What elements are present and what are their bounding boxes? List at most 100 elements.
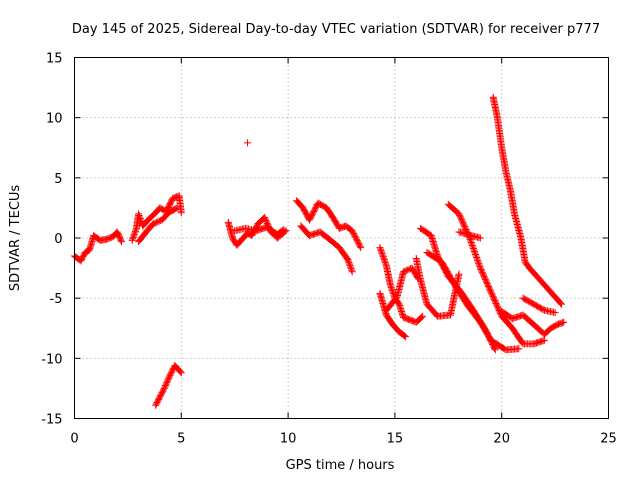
data-marker	[378, 250, 386, 258]
data-marker	[177, 369, 185, 377]
data-marker	[557, 299, 565, 307]
y-tick-label: -15	[41, 413, 62, 428]
data-marker	[558, 300, 566, 308]
data-marker	[131, 229, 139, 237]
data-marker	[402, 333, 410, 341]
data-marker	[154, 218, 162, 226]
data-marker	[472, 251, 480, 259]
data-marker	[515, 345, 523, 353]
series-seg_f	[231, 223, 288, 238]
grid	[74, 57, 609, 419]
data-marker	[131, 227, 139, 235]
data-marker	[347, 263, 355, 271]
data-marker	[381, 257, 389, 265]
data-marker	[165, 373, 173, 381]
data-marker	[560, 318, 568, 326]
y-tick-label: 15	[46, 52, 63, 67]
data-marker	[279, 226, 287, 234]
data-marker	[163, 377, 171, 385]
y-axis-label: SDTVAR / TECUs	[8, 185, 23, 292]
data-marker	[129, 235, 137, 243]
data-marker	[475, 260, 483, 268]
data-marker	[130, 232, 138, 240]
y-tick-label: -10	[41, 352, 62, 367]
data-marker	[476, 263, 484, 271]
series-seg_l	[412, 254, 463, 320]
data-marker	[376, 244, 384, 252]
x-tick-label: 25	[600, 432, 617, 447]
data-marker	[261, 215, 269, 223]
data-marker	[346, 260, 354, 268]
series-seg_d	[152, 362, 185, 409]
data-marker	[117, 236, 125, 244]
data-marker	[382, 260, 390, 268]
series-seg_outlier	[244, 139, 252, 147]
data-marker	[135, 211, 143, 219]
data-marker	[387, 284, 395, 292]
data-marker	[380, 256, 388, 264]
data-marker	[155, 217, 163, 225]
data-marker	[280, 226, 288, 234]
data-marker	[346, 262, 354, 270]
data-marker	[136, 214, 144, 222]
data-marker	[539, 305, 547, 313]
data-marker	[540, 336, 548, 344]
data-marker	[473, 254, 481, 262]
x-tick-label: 10	[280, 432, 297, 447]
data-marker	[476, 234, 484, 242]
data-marker	[376, 245, 384, 253]
data-marker	[378, 248, 386, 256]
data-marker	[469, 245, 477, 253]
y-tick-label: 5	[54, 172, 62, 187]
data-marker	[381, 259, 389, 267]
series-seg_s	[519, 294, 559, 317]
data-marker	[455, 270, 463, 278]
data-marker	[377, 247, 385, 255]
data-marker	[470, 248, 478, 256]
data-marker	[244, 139, 252, 147]
data-marker	[551, 309, 559, 317]
series-seg_r	[498, 307, 568, 338]
series-seg_g	[293, 197, 365, 252]
data-marker	[348, 266, 356, 274]
data-marker	[173, 204, 181, 212]
series-seg_i	[376, 244, 427, 326]
y-tick-label: 10	[46, 112, 63, 127]
data-marker	[380, 254, 388, 262]
data-marker	[468, 242, 476, 250]
data-marker	[130, 230, 138, 238]
data-marker	[388, 287, 396, 295]
data-marker	[356, 242, 364, 250]
data-marker	[401, 267, 409, 275]
data-marker	[418, 313, 426, 321]
x-tick-label: 5	[177, 432, 185, 447]
data-marker	[129, 233, 137, 241]
data-marker	[161, 383, 169, 391]
data-marker	[172, 205, 180, 213]
data-marker	[379, 253, 387, 261]
series-seg_j	[376, 289, 410, 341]
x-tick-label: 15	[387, 432, 404, 447]
data-marker	[472, 252, 480, 260]
data-marker	[491, 346, 499, 354]
data-marker	[177, 209, 185, 217]
data-marker	[132, 226, 140, 234]
data-marker	[469, 243, 477, 251]
data-marker	[262, 216, 270, 224]
x-tick-label: 20	[493, 432, 510, 447]
data-marker	[471, 249, 479, 257]
data-marker	[357, 244, 365, 252]
data-marker	[344, 257, 352, 265]
series-seg_p	[455, 228, 484, 242]
data-marker	[401, 332, 409, 340]
chart-title: Day 145 of 2025, Sidereal Day-to-day VTE…	[72, 22, 600, 37]
series-seg_c	[135, 204, 181, 246]
data-marker	[161, 382, 169, 390]
data-marker	[402, 266, 410, 274]
series-seg_b	[128, 192, 185, 244]
data-marker	[470, 246, 478, 254]
data-marker	[387, 282, 395, 290]
data-marker	[345, 259, 353, 267]
series-seg_h	[297, 222, 356, 276]
data-points	[71, 93, 568, 409]
